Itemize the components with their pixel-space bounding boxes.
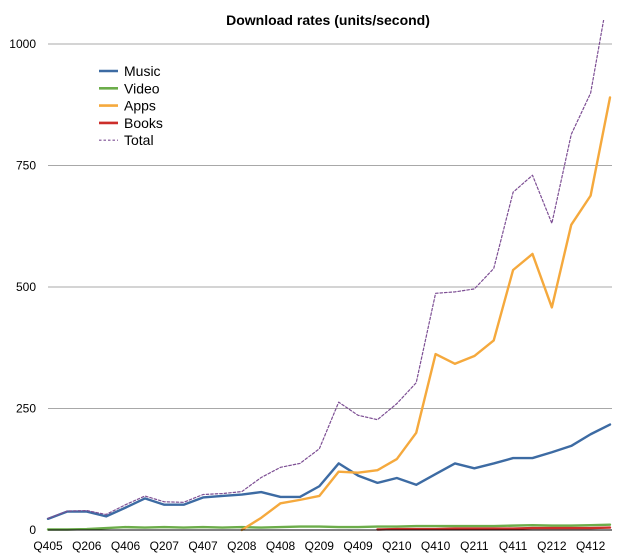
series-line-music xyxy=(46,423,612,521)
y-tick-label-0: 0 xyxy=(29,523,36,537)
x-tick-label-q209: Q209 xyxy=(305,539,335,553)
x-tick-label-q212: Q212 xyxy=(537,539,567,553)
legend-label-total: Total xyxy=(124,132,154,148)
y-tick-label-250: 250 xyxy=(16,402,36,416)
y-tick-label-500: 500 xyxy=(16,280,36,294)
x-tick-label-q410: Q410 xyxy=(421,539,451,553)
series-line-books xyxy=(376,526,612,531)
x-tick-label-q411: Q411 xyxy=(499,539,528,553)
legend-label-video: Video xyxy=(124,80,160,96)
x-tick-label-q206: Q206 xyxy=(72,539,102,553)
legend-label-music: Music xyxy=(124,63,161,79)
x-tick-label-q409: Q409 xyxy=(343,539,373,553)
y-axis-tick-labels: 0 250 500 750 1000 xyxy=(9,37,36,537)
x-tick-label-q405: Q405 xyxy=(33,539,63,553)
x-tick-label-q210: Q210 xyxy=(382,539,412,553)
series-line-video xyxy=(46,523,612,531)
x-tick-label-q408: Q408 xyxy=(266,539,296,553)
legend-label-books: Books xyxy=(124,115,163,131)
x-tick-label-q412: Q412 xyxy=(576,539,606,553)
x-tick-label-q406: Q406 xyxy=(111,539,141,553)
y-tick-label-1000: 1000 xyxy=(9,37,36,51)
chart-title: Download rates (units/second) xyxy=(226,12,430,28)
x-tick-label-q208: Q208 xyxy=(227,539,257,553)
series-lines xyxy=(46,20,612,532)
legend-label-apps: Apps xyxy=(124,98,156,114)
series-line-apps xyxy=(240,96,612,532)
x-tick-label-q207: Q207 xyxy=(150,539,180,553)
y-tick-label-750: 750 xyxy=(16,159,36,173)
x-tick-label-q407: Q407 xyxy=(188,539,218,553)
series-line-total xyxy=(47,20,605,519)
x-axis-tick-labels: Q405 Q206 Q406 Q207 Q407 Q208 Q408 Q209 Q409 Q210… xyxy=(33,539,605,553)
grid-lines xyxy=(48,43,612,409)
x-tick-label-q211: Q211 xyxy=(460,539,489,553)
